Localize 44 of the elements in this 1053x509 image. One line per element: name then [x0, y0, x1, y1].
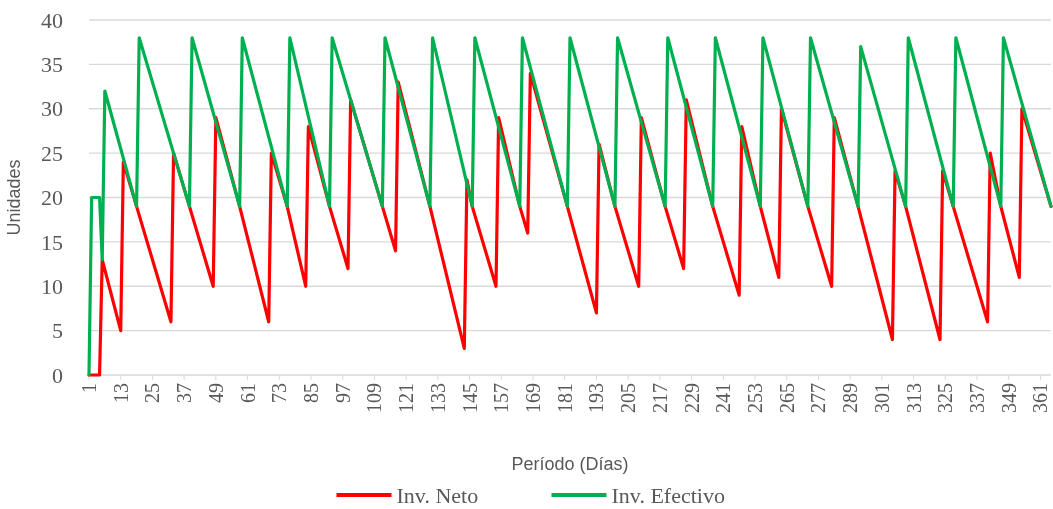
x-tick-label: 145 — [458, 383, 481, 413]
x-tick-label: 193 — [585, 383, 608, 413]
legend-label: Inv. Neto — [396, 482, 479, 508]
x-tick-label: 133 — [426, 383, 449, 413]
x-tick-label: 61 — [236, 383, 259, 403]
y-tick-label: 25 — [41, 140, 63, 166]
x-tick-label: 277 — [807, 383, 830, 413]
y-tick-label: 10 — [41, 273, 63, 299]
x-tick-label: 13 — [109, 383, 132, 403]
y-tick-label: 15 — [41, 229, 63, 255]
y-tick-label: 0 — [52, 362, 63, 388]
x-tick-label: 301 — [870, 383, 893, 413]
x-tick-label: 265 — [775, 383, 798, 413]
legend-label: Inv. Efectivo — [611, 482, 725, 508]
x-tick-label: 217 — [648, 383, 671, 413]
x-tick-label: 73 — [268, 383, 291, 403]
x-tick-label: 361 — [1029, 383, 1052, 413]
x-tick-label: 157 — [490, 383, 513, 413]
x-tick-label: 25 — [141, 383, 164, 403]
x-tick-label: 337 — [966, 383, 988, 413]
y-tick-label: 5 — [52, 318, 63, 344]
y-tick-label: 35 — [41, 52, 63, 78]
x-tick-label: 205 — [617, 383, 640, 413]
y-axis-title: Unidades — [4, 159, 24, 236]
x-tick-label: 121 — [395, 383, 418, 413]
x-tick-label: 289 — [839, 383, 862, 413]
x-tick-label: 97 — [331, 383, 354, 403]
x-axis-title: Período (Días) — [511, 454, 629, 474]
y-tick-label: 30 — [41, 96, 63, 122]
x-tick-label: 85 — [300, 383, 322, 403]
x-tick-label: 325 — [934, 383, 957, 413]
x-tick-label: 1 — [78, 383, 100, 393]
x-tick-label: 37 — [173, 383, 196, 403]
x-tick-label: 241 — [712, 383, 735, 413]
x-tick-label: 313 — [902, 383, 925, 413]
x-tick-label: 181 — [553, 383, 576, 413]
x-tick-label: 109 — [363, 383, 386, 413]
y-tick-label: 20 — [41, 185, 63, 211]
y-tick-label: 40 — [41, 7, 63, 33]
x-tick-label: 253 — [744, 383, 766, 413]
x-tick-label: 49 — [204, 383, 227, 403]
x-tick-label: 169 — [522, 383, 544, 413]
x-tick-label: 349 — [997, 383, 1020, 413]
x-tick-label: 229 — [680, 383, 703, 413]
